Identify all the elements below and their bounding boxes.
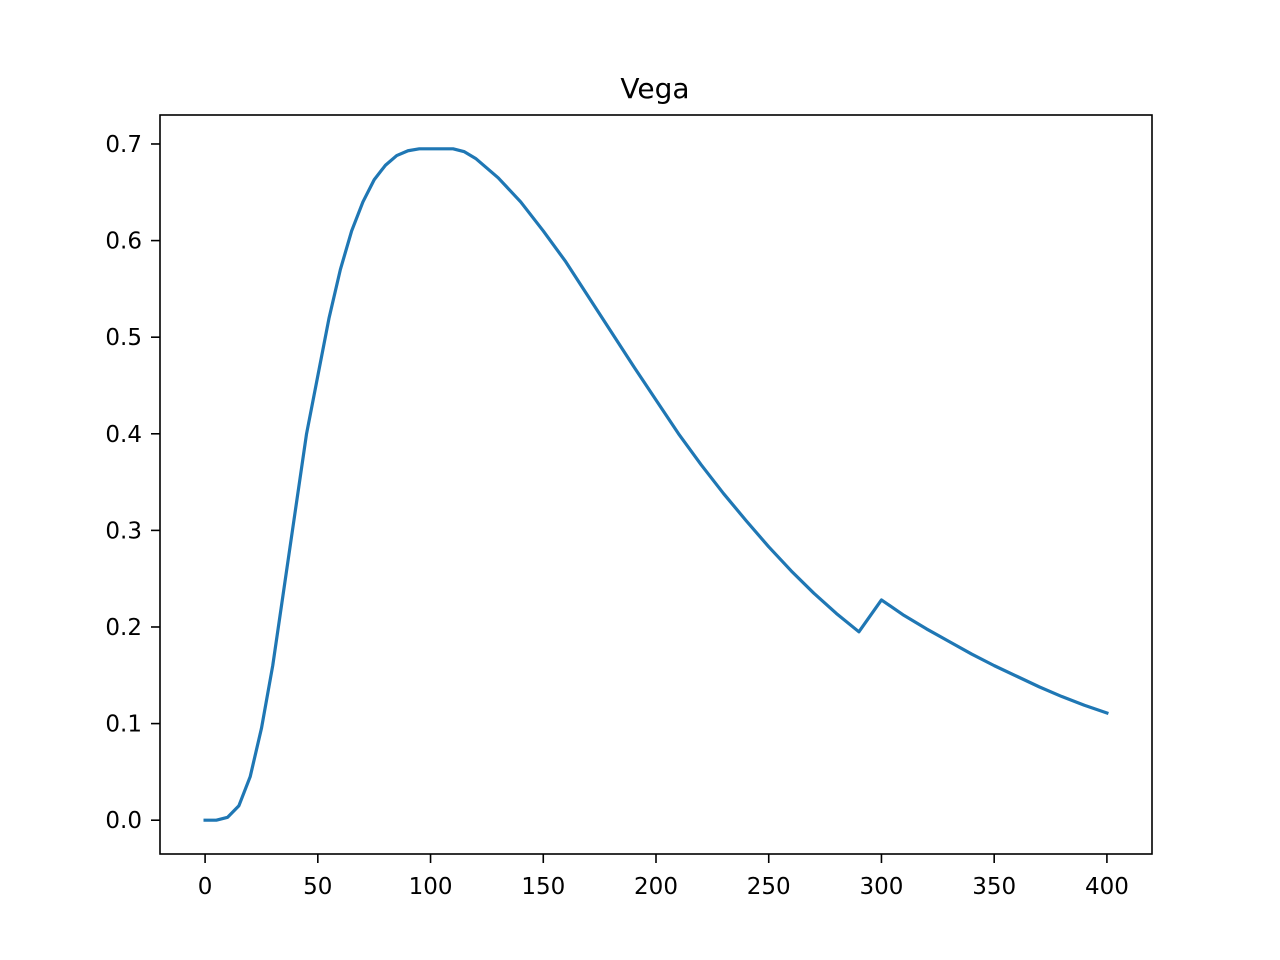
chart-title: Vega (620, 72, 689, 105)
y-tick-label: 0.3 (105, 518, 142, 544)
y-tick-label: 0.6 (105, 229, 142, 255)
y-tick-label: 0.1 (105, 712, 142, 738)
x-tick-label: 50 (303, 874, 332, 900)
y-tick-label: 0.7 (105, 132, 142, 158)
x-tick-label: 300 (860, 874, 904, 900)
x-tick-label: 100 (409, 874, 453, 900)
y-tick-label: 0.2 (105, 615, 142, 641)
x-tick-label: 150 (521, 874, 565, 900)
x-tick-label: 200 (634, 874, 678, 900)
x-tick-label: 350 (972, 874, 1016, 900)
plot-frame (159, 114, 1153, 855)
y-tick-label: 0.4 (105, 422, 142, 448)
x-tick-label: 400 (1085, 874, 1129, 900)
y-tick-label: 0.0 (105, 808, 142, 834)
x-tick-label: 250 (747, 874, 791, 900)
series-line-0 (203, 147, 1109, 822)
y-tick-label: 0.5 (105, 325, 142, 351)
x-tick-label: 0 (198, 874, 213, 900)
